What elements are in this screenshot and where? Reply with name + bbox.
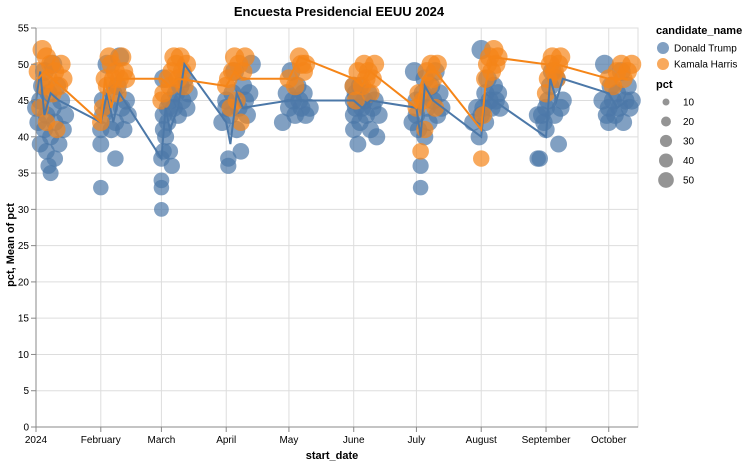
data-point	[622, 54, 642, 74]
legend-color-title: candidate_name	[656, 25, 742, 37]
legend-size-label: 20	[683, 117, 695, 128]
legend-size-swatch	[661, 116, 671, 127]
data-point	[161, 143, 179, 160]
data-point	[53, 69, 73, 89]
data-point	[56, 106, 75, 124]
data-point	[163, 157, 180, 174]
data-point	[46, 150, 64, 167]
mean-line	[37, 55, 628, 133]
legend-swatch	[657, 58, 669, 70]
data-point	[93, 179, 109, 196]
data-point	[349, 135, 367, 153]
legend-size-swatch	[658, 172, 674, 188]
axes: 0 5 10 15 20 25 30 35 40 45 50 55 2024 February March A…	[18, 24, 638, 446]
data-point	[232, 143, 250, 160]
legend-size-label: 40	[683, 156, 695, 167]
data-point	[107, 150, 124, 167]
data-point	[233, 62, 253, 81]
data-point	[112, 47, 132, 67]
x-tick-label: July	[408, 435, 426, 446]
data-point	[300, 98, 319, 117]
data-point	[368, 128, 386, 146]
x-tick-label: May	[279, 435, 298, 446]
y-tick-label: 40	[18, 132, 30, 143]
y-tick-label: 0	[23, 423, 29, 434]
y-tick-label: 10	[18, 350, 30, 361]
data-point	[412, 179, 429, 196]
data-point	[365, 54, 385, 74]
y-tick-label: 45	[18, 96, 30, 107]
data-point	[622, 91, 641, 110]
x-tick-label: 2024	[25, 435, 48, 446]
x-tick-label: February	[81, 435, 121, 446]
legend-size-swatch	[662, 98, 670, 106]
data-point	[176, 54, 197, 74]
data-point	[153, 172, 170, 189]
data-point	[157, 128, 175, 146]
x-tick-label: April	[216, 435, 236, 446]
data-point	[119, 106, 137, 124]
mean-line	[35, 61, 629, 162]
data-point	[50, 135, 68, 153]
marks	[27, 40, 642, 217]
chart-title: Encuesta Presidencial EEUU 2024	[234, 4, 445, 19]
data-point	[491, 98, 509, 117]
data-point	[614, 113, 633, 132]
data-point	[412, 157, 429, 174]
mean-lines	[35, 55, 629, 162]
y-tick-label: 35	[18, 169, 30, 180]
data-point	[177, 98, 196, 117]
data-point	[92, 135, 110, 153]
data-point	[51, 54, 71, 74]
data-point	[296, 54, 316, 74]
x-tick-label: September	[522, 435, 572, 446]
y-tick-label: 30	[18, 205, 30, 216]
data-point	[531, 150, 548, 167]
legend-size-label: 10	[683, 98, 695, 109]
legend-swatch	[657, 42, 669, 54]
x-axis-title: start_date	[306, 450, 359, 462]
data-point	[473, 150, 490, 167]
legend-label: Donald Trump	[674, 44, 737, 55]
y-tick-label: 25	[18, 241, 30, 252]
y-tick-label: 55	[18, 24, 30, 35]
data-point	[369, 106, 388, 124]
x-tick-label: June	[343, 435, 365, 446]
data-point	[426, 98, 445, 117]
legend-size-swatch	[659, 134, 673, 148]
y-tick-label: 50	[18, 60, 30, 71]
legend-size-label: 30	[683, 137, 695, 148]
data-point	[115, 120, 133, 139]
data-point	[550, 135, 568, 153]
y-tick-label: 20	[18, 277, 30, 288]
legend-size-swatch	[658, 153, 674, 168]
data-point	[488, 84, 508, 103]
y-tick-label: 15	[18, 314, 30, 325]
data-point	[42, 165, 59, 182]
legend-label: Kamala Harris	[674, 60, 737, 71]
data-point	[536, 84, 556, 103]
data-point	[220, 157, 237, 174]
legend: candidate_name pct Donald Trump Kamala Ha…	[656, 25, 742, 188]
x-tick-label: March	[148, 435, 176, 446]
y-axis-title: pct, Mean of pct	[5, 203, 17, 287]
data-point	[232, 113, 250, 132]
data-point	[154, 201, 169, 217]
y-tick-label: 5	[23, 386, 29, 397]
data-point	[427, 54, 447, 74]
x-tick-label: October	[591, 435, 627, 446]
data-point	[412, 143, 429, 160]
data-point	[48, 120, 66, 139]
legend-size-title: pct	[656, 79, 673, 91]
x-tick-label: August	[466, 435, 497, 446]
data-point	[361, 84, 380, 103]
data-point	[235, 47, 255, 67]
legend-size-label: 50	[683, 176, 695, 187]
data-point	[285, 76, 305, 96]
data-point	[551, 47, 571, 67]
